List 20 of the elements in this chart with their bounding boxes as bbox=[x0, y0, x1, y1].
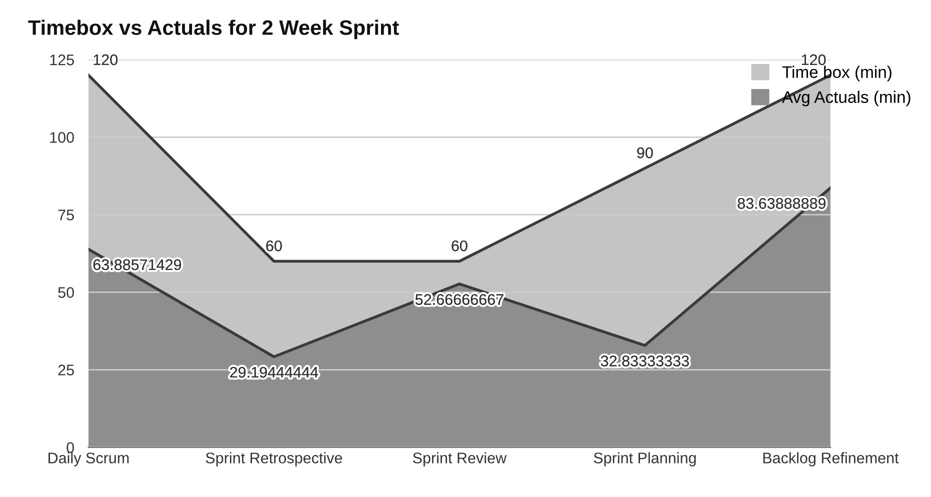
x-tick-label: Sprint Review bbox=[413, 452, 507, 466]
legend-label: Avg Actuals (min) bbox=[782, 90, 910, 106]
y-tick-label: 125 bbox=[50, 54, 74, 66]
y-tick-label: 50 bbox=[58, 287, 74, 298]
x-tick-label: Sprint Planning bbox=[594, 452, 696, 466]
data-label: 32.83333333 bbox=[600, 356, 689, 366]
x-tick-label: Sprint Retrospective bbox=[206, 452, 342, 466]
x-tick-label: Daily Scrum bbox=[48, 452, 129, 466]
data-label: 120 bbox=[94, 54, 118, 66]
y-tick-label: 25 bbox=[58, 364, 74, 376]
y-tick-label: 75 bbox=[58, 210, 74, 220]
y-tick-label: 100 bbox=[50, 132, 74, 143]
data-label: 90 bbox=[637, 147, 653, 158]
legend-label: Time box (min) bbox=[782, 66, 892, 82]
data-label: 60 bbox=[452, 240, 468, 252]
data-label: 60 bbox=[266, 240, 282, 252]
data-label: 120 bbox=[802, 54, 826, 66]
chart-title: Timebox vs Actuals for 2 Week Sprint bbox=[28, 20, 399, 40]
y-tick-label: 0 bbox=[66, 442, 74, 453]
x-tick-label: Backlog Refinement bbox=[763, 452, 899, 466]
